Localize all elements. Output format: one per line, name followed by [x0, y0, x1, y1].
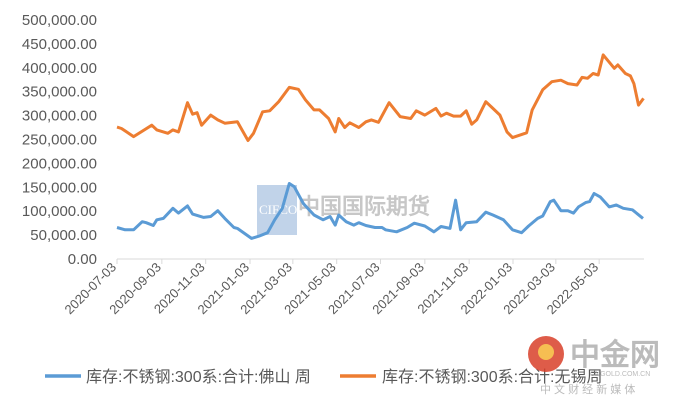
- x-axis: 2020-07-032020-09-032020-11-032021-01-03…: [61, 258, 644, 317]
- svg-text:CNGOLD.COM.CN: CNGOLD.COM.CN: [590, 371, 650, 378]
- y-tick-label: 50,000.00: [30, 227, 97, 244]
- y-axis: 0.00 50,000.00 100,000.00 150,000.00 200,000…: [22, 12, 97, 268]
- cngold-logo: 中金网 CNGOLD.COM.CN 中 文 财 经 新 媒 体: [528, 336, 660, 396]
- cifco-watermark: CIFCO 中国国际期货: [257, 185, 430, 235]
- series-lines: [116, 53, 645, 240]
- legend: 库存:不锈钢:300系:合计:佛山 周 库存:不锈钢:300系:合计:无锡周: [45, 368, 602, 386]
- svg-text:中 文 财 经 新 媒 体: 中 文 财 经 新 媒 体: [540, 382, 635, 396]
- series-line-1: [116, 53, 645, 142]
- y-tick-label: 450,000.00: [22, 36, 97, 53]
- svg-text:中金网: 中金网: [570, 338, 660, 372]
- y-tick-label: 400,000.00: [22, 60, 97, 77]
- series-line-0: [116, 182, 644, 240]
- y-tick-label: 100,000.00: [22, 203, 97, 220]
- y-tick-label: 350,000.00: [22, 84, 97, 101]
- y-tick-label: 250,000.00: [22, 132, 97, 149]
- svg-text:中国国际期货: 中国国际期货: [298, 194, 430, 219]
- watermark-box: [257, 185, 297, 235]
- y-tick-label: 200,000.00: [22, 155, 97, 172]
- y-tick-label: 500,000.00: [22, 12, 97, 29]
- y-tick-label: 150,000.00: [22, 179, 97, 196]
- y-tick-label: 300,000.00: [22, 108, 97, 125]
- y-tick-label: 0.00: [68, 251, 97, 268]
- legend-label-0: 库存:不锈钢:300系:合计:佛山 周: [86, 368, 311, 386]
- legend-label-1: 库存:不锈钢:300系:合计:无锡周: [382, 368, 602, 386]
- svg-text:CIFCO: CIFCO: [259, 202, 297, 217]
